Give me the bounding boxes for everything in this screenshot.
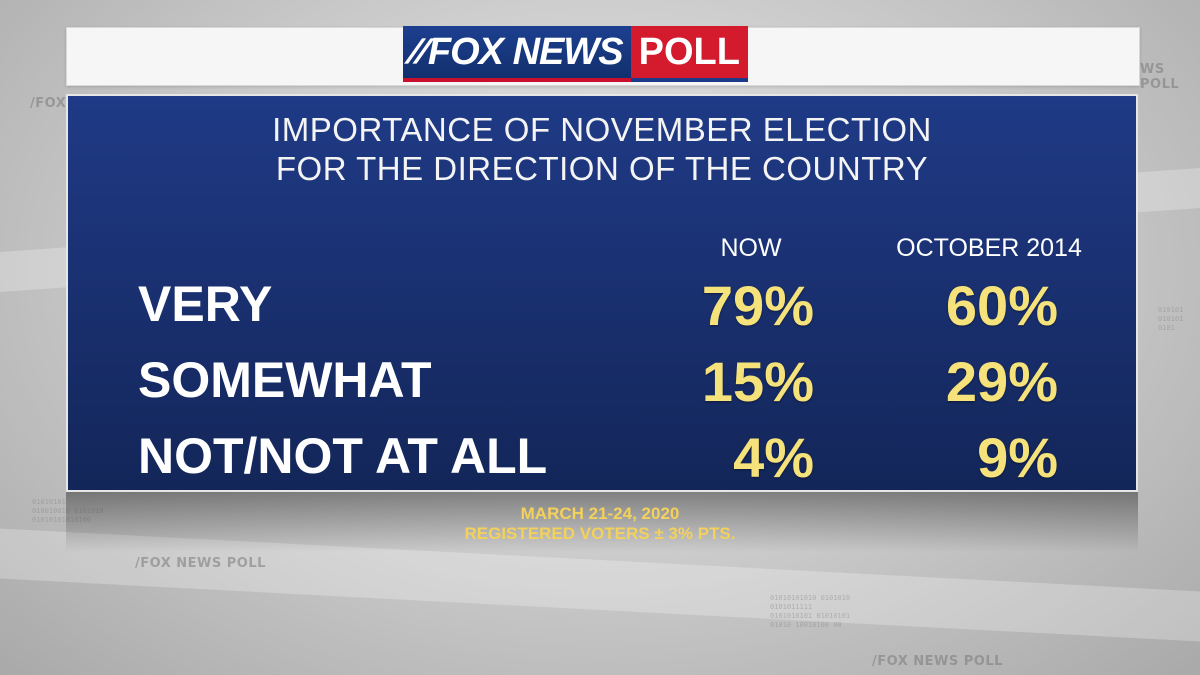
cell-somewhat-october-2014: 29%	[945, 350, 1058, 413]
cell-somewhat-now: 15%	[701, 350, 814, 413]
logo-poll: POLL	[630, 26, 748, 82]
background-ghost-logo: WS POLL	[1140, 62, 1180, 92]
footnote-dates: MARCH 21-24, 2020	[520, 504, 680, 523]
poll-panel: IMPORTANCE OF NOVEMBER ELECTION FOR THE …	[66, 94, 1138, 492]
chart-title-line2: FOR THE DIRECTION OF THE COUNTRY	[275, 150, 929, 187]
background-ghost-logo: /FOX NEWS POLL	[135, 556, 266, 571]
row-label-very: VERY	[138, 276, 273, 332]
logo-fox-text: FOX NEWS	[427, 30, 624, 73]
fox-news-logo: // FOX NEWS	[403, 26, 631, 82]
background-ghost-logo: /FOX NEWS POLL	[872, 654, 1003, 669]
column-header-now: NOW	[720, 234, 782, 262]
cell-not-at-all-october-2014: 9%	[977, 426, 1058, 489]
row-label-not-at-all: NOT/NOT AT ALL	[138, 428, 548, 484]
row-label-somewhat: SOMEWHAT	[138, 352, 432, 408]
column-header-october-2014: OCTOBER 2014	[896, 234, 1082, 262]
background-binary-pattern: 010101 010101 0101	[1158, 306, 1184, 332]
chart-title-line1: IMPORTANCE OF NOVEMBER ELECTION	[272, 111, 932, 148]
cell-very-now: 79%	[701, 274, 814, 337]
background-binary-pattern: 01010101010 0101010 0101011111 010101010…	[770, 594, 851, 629]
cell-not-at-all-now: 4%	[733, 426, 814, 489]
cell-very-october-2014: 60%	[945, 274, 1058, 337]
fox-news-poll-logo: // FOX NEWS POLL	[403, 26, 748, 82]
footnote-sample: REGISTERED VOTERS ± 3% PTS.	[464, 524, 736, 543]
panel-shadow	[66, 492, 1138, 552]
